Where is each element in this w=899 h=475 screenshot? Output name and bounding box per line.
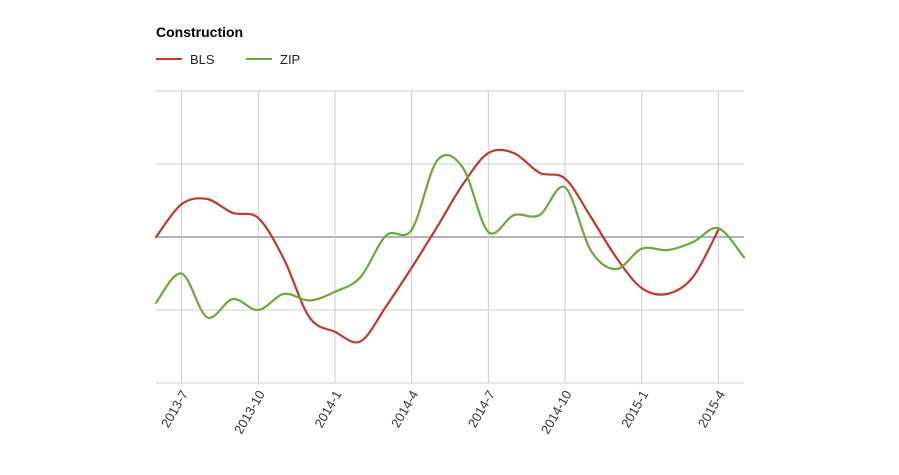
series-line-zip [154,153,746,319]
legend-item-bls: BLS [156,50,215,68]
x-tick-label: 2015-1 [618,388,651,431]
grid [156,90,744,384]
x-tick-label: 2013-10 [231,388,268,437]
x-tick-label: 2013-7 [158,388,191,431]
series-line-bls [154,148,720,344]
x-axis-labels: 2013-7 2013-10 2014-1 2014-4 2014-7 2014-10 20… [158,388,728,437]
legend-label-bls: BLS [190,51,215,67]
legend-label-zip: ZIP [280,51,301,67]
x-tick-label: 2014-1 [311,388,344,431]
chart-title: Construction [156,24,244,40]
legend-item-zip: ZIP [246,50,300,68]
x-tick-label: 2015-4 [695,388,728,431]
legend-swatch-bls [156,58,182,60]
x-tick-label: 2014-10 [538,388,575,437]
x-tick-label: 2014-7 [465,388,498,431]
legend-swatch-zip [246,58,272,60]
series [154,148,746,344]
x-tick-label: 2014-4 [388,388,421,431]
